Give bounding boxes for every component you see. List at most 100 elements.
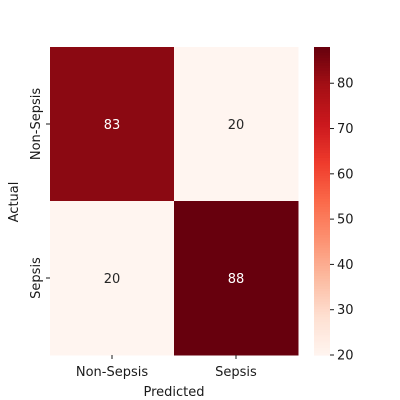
colorbar-segment (314, 347, 330, 351)
colorbar-segment (314, 103, 330, 107)
colorbar-segment (314, 285, 330, 289)
colorbar-segment (314, 118, 330, 123)
colorbar-segment (314, 224, 330, 228)
colorbar-segment (314, 59, 330, 63)
colorbar-segment (314, 329, 330, 333)
colorbar-segment (314, 352, 330, 356)
colorbar-segment (314, 326, 330, 330)
colorbar-segment (314, 283, 330, 287)
colorbar-segment (314, 316, 330, 320)
colorbar-segment (314, 49, 330, 53)
colorbar-segment (314, 106, 330, 110)
colorbar-segment (314, 231, 330, 235)
heatmap-cell-value: 20 (228, 118, 245, 133)
colorbar-segment (314, 262, 330, 266)
colorbar-segment (314, 57, 330, 61)
colorbar-segment (314, 249, 330, 253)
colorbar-segment (314, 331, 330, 336)
colorbar-segment (314, 349, 330, 354)
colorbar-segment (314, 172, 330, 176)
colorbar-segment (314, 303, 330, 307)
x-axis-ticks: Non-Sepsis Sepsis (76, 355, 257, 380)
colorbar-segment (314, 152, 330, 156)
colorbar-segment (314, 175, 330, 179)
heatmap-cell-value: 20 (104, 272, 121, 287)
colorbar-segment (314, 111, 330, 115)
colorbar-segment (314, 242, 330, 246)
heatmap-cell-value: 88 (228, 272, 245, 287)
colorbar-segment (314, 141, 330, 146)
colorbar-segment (314, 54, 330, 58)
colorbar-segment (314, 234, 330, 238)
colorbar-segment (314, 313, 330, 318)
colorbar-segment (314, 339, 330, 343)
colorbar-segment (314, 188, 330, 192)
colorbar-segment (314, 213, 330, 217)
colorbar-segment (314, 126, 330, 130)
colorbar-segment (314, 247, 330, 251)
colorbar-segment (314, 183, 330, 187)
colorbar-ticks: 20 30 40 50 60 70 80 (330, 77, 354, 364)
colorbar-segment (314, 319, 330, 323)
colorbar-segment (314, 288, 330, 292)
colorbar-segment (314, 201, 330, 205)
heatmap-cell (50, 201, 175, 356)
y-tick-label: Non-Sepsis (29, 88, 44, 160)
colorbar-segment (314, 221, 330, 225)
heatmap-cell (174, 47, 299, 202)
colorbar-segment (314, 108, 330, 112)
colorbar-segment (314, 211, 330, 215)
y-axis-ticks: Non-Sepsis Sepsis (29, 88, 50, 299)
colorbar-segment (314, 324, 330, 328)
colorbar-segment (314, 252, 330, 256)
colorbar-segment (314, 311, 330, 315)
colorbar-segment (314, 265, 330, 269)
colorbar-segment (314, 131, 330, 135)
colorbar-segment (314, 100, 330, 105)
colorbar-tick-label: 20 (337, 349, 354, 364)
colorbar-segment (314, 295, 330, 300)
colorbar-segment (314, 52, 330, 56)
colorbar-segment (314, 162, 330, 166)
colorbar-segment (314, 147, 330, 151)
colorbar-segment (314, 337, 330, 341)
colorbar-segment (314, 67, 330, 71)
colorbar-segment (314, 229, 330, 233)
colorbar-segment (314, 129, 330, 133)
heatmap-cell-value: 83 (104, 118, 121, 133)
heatmap-cells (50, 47, 299, 356)
colorbar-segment (314, 198, 330, 202)
colorbar-segment (314, 257, 330, 261)
heatmap-cell (174, 201, 299, 356)
colorbar-segment (314, 121, 330, 125)
x-tick-label: Non-Sepsis (76, 365, 148, 380)
colorbar-segment (314, 342, 330, 346)
colorbar-segment (314, 139, 330, 143)
colorbar-segment (314, 47, 330, 51)
colorbar-segment (314, 90, 330, 94)
x-tick-label: Sepsis (215, 365, 257, 380)
colorbar-segment (314, 165, 330, 169)
colorbar-segment (314, 64, 330, 69)
colorbar-tick-label: 80 (337, 77, 354, 92)
colorbar-segment (314, 321, 330, 325)
colorbar-segment (314, 254, 330, 259)
colorbar-segment (314, 298, 330, 302)
colorbar-tick-label: 50 (337, 213, 354, 228)
colorbar-segment (314, 260, 330, 264)
colorbar-segment (314, 293, 330, 297)
colorbar-segment (314, 306, 330, 310)
colorbar-segment (314, 272, 330, 277)
colorbar-segment (314, 149, 330, 153)
colorbar-segment (314, 77, 330, 81)
colorbar-segment (314, 170, 330, 174)
colorbar-segment (314, 226, 330, 230)
colorbar-segment (314, 72, 330, 76)
colorbar-segment (314, 95, 330, 99)
colorbar-segment (314, 239, 330, 243)
colorbar-segment (314, 280, 330, 284)
colorbar-segment (314, 75, 330, 79)
colorbar-segment (314, 308, 330, 312)
colorbar-segment (314, 80, 330, 84)
